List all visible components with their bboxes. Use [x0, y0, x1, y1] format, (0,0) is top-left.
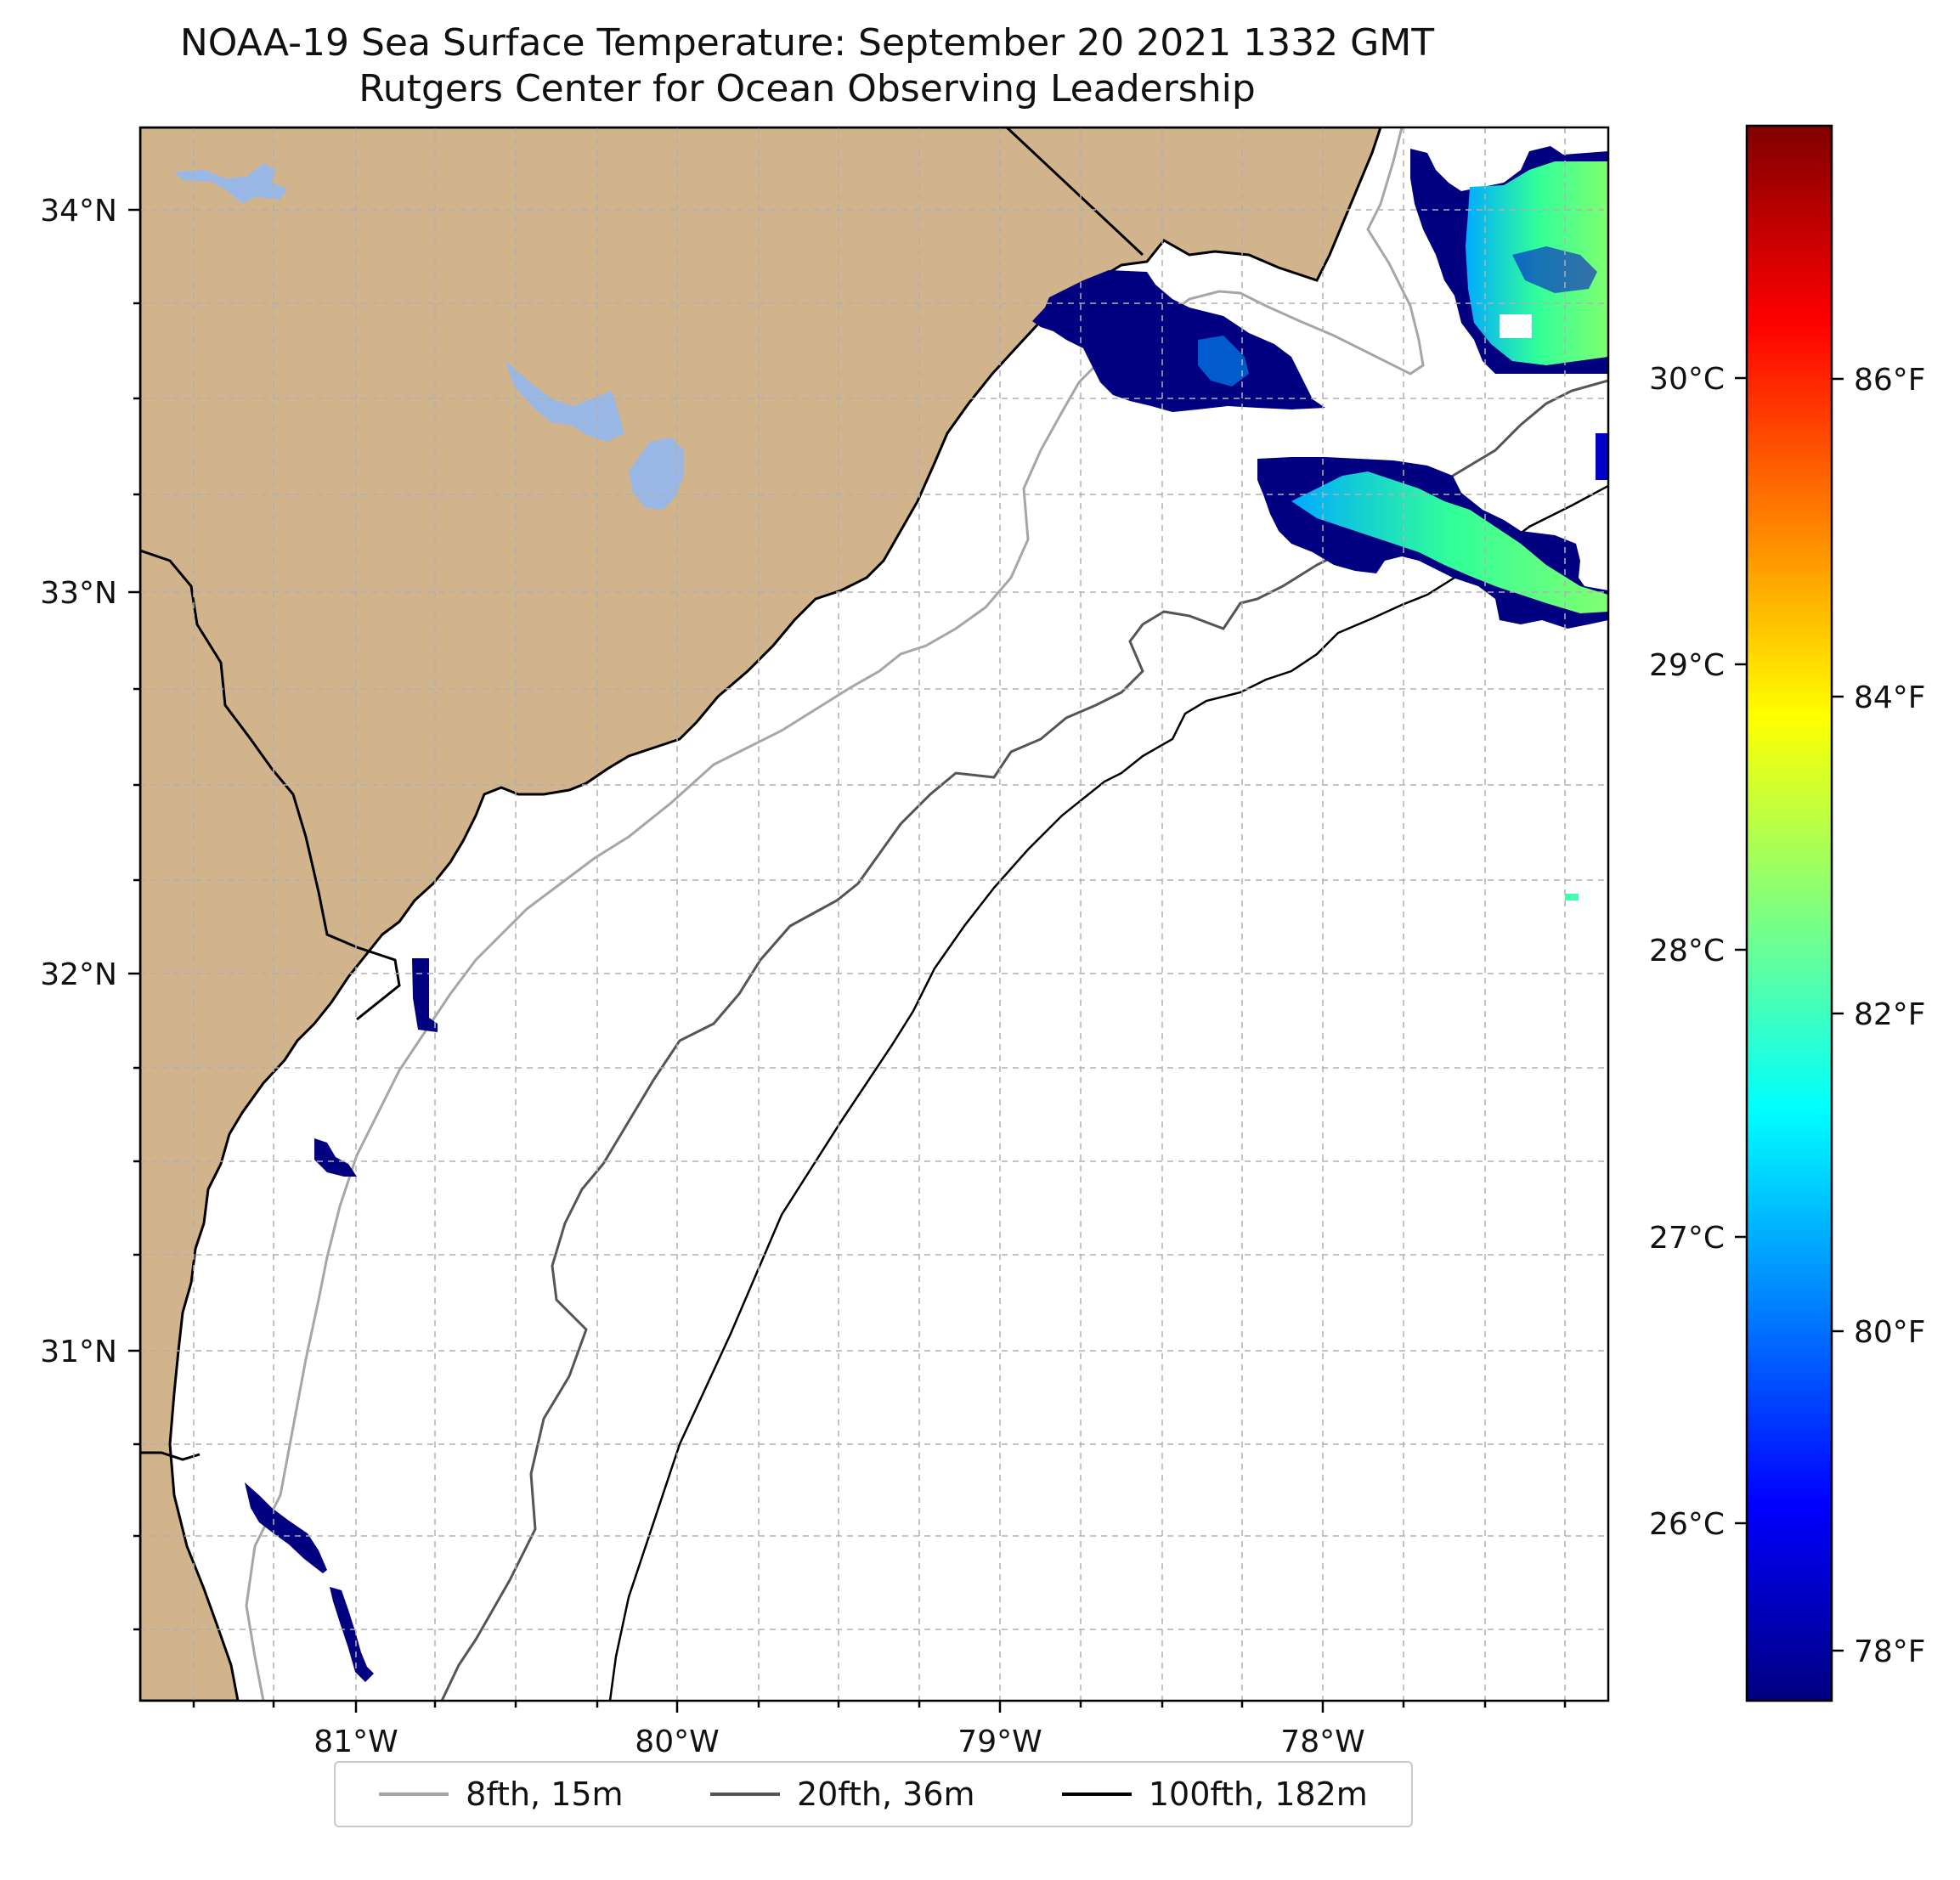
colorbar-fahrenheit-label: 84°F [1854, 680, 1926, 715]
map-frame [138, 126, 1610, 1702]
state-boundary [1005, 127, 1144, 257]
gridlines [140, 127, 1608, 1701]
lon-label: 79°W [957, 1725, 1042, 1759]
colorbar-celsius-label: 26°C [1649, 1507, 1725, 1542]
chart-subtitle: Rutgers Center for Ocean Observing Leade… [359, 67, 1256, 110]
colorbar-fahrenheit-label: 82°F [1854, 997, 1926, 1032]
colorbar [1745, 124, 1833, 1702]
chart-title: NOAA-19 Sea Surface Temperature: Septemb… [179, 21, 1435, 65]
legend-label: 8fth, 15m [466, 1776, 624, 1813]
legend-entry-20fth: 20fth, 36m [709, 1776, 975, 1813]
legend-line-20fth [709, 1792, 780, 1796]
sst-patch-shore-3 [245, 1482, 327, 1573]
axis-ticks [128, 208, 1567, 1713]
lat-label: 32°N [40, 957, 117, 992]
lake-north [174, 163, 287, 204]
legend-entry-8fth: 8fth, 15m [379, 1776, 624, 1813]
colorbar-celsius-label: 28°C [1649, 934, 1725, 968]
sst-patch-northeast-dark [1512, 246, 1597, 293]
legend-label: 20fth, 36m [796, 1776, 975, 1813]
legend-entry-100fth: 100fth, 182m [1061, 1776, 1368, 1813]
sst-patch-far-east [1596, 433, 1608, 480]
state-boundary-florida [140, 1451, 201, 1461]
sst-patch-coastal-warm [1198, 336, 1249, 387]
lat-label: 31°N [40, 1335, 117, 1369]
sst-patch-shore-4 [330, 1587, 374, 1682]
colorbar-fahrenheit-label: 78°F [1854, 1634, 1926, 1669]
lon-label: 78°W [1280, 1725, 1364, 1759]
legend: 8fth, 15m 20fth, 36m 100fth, 182m [334, 1761, 1413, 1827]
isobath-100fth [608, 484, 1608, 1701]
sst-cloud-gap [1500, 314, 1532, 338]
colorbar-celsius-label: 30°C [1649, 362, 1725, 397]
colorbar-fahrenheit-label: 86°F [1854, 363, 1926, 398]
sst-pixel-east [1565, 894, 1579, 900]
sst-patch-shore-1 [412, 958, 438, 1032]
sst-patch-shore-2 [314, 1138, 357, 1177]
isobath-8fth [245, 127, 1425, 1701]
land-mass [140, 127, 1382, 1701]
lon-label: 80°W [635, 1725, 719, 1759]
sst-patch-offshore-warm [1291, 471, 1608, 613]
colorbar-celsius-label: 29°C [1649, 648, 1725, 683]
legend-line-100fth [1061, 1792, 1132, 1796]
lon-label: 81°W [313, 1725, 398, 1759]
legend-line-8fth [379, 1792, 449, 1796]
lat-label: 34°N [40, 194, 117, 229]
colorbar-ticks [1735, 376, 1844, 1652]
legend-label: 100fth, 182m [1148, 1776, 1368, 1813]
colorbar-celsius-label: 27°C [1649, 1221, 1725, 1256]
lake-marion [506, 361, 624, 442]
lat-label: 33°N [40, 576, 117, 611]
colorbar-fahrenheit-label: 80°F [1854, 1315, 1926, 1350]
lake-moultrie [629, 438, 684, 510]
sst-patch-coastal [1032, 270, 1325, 412]
